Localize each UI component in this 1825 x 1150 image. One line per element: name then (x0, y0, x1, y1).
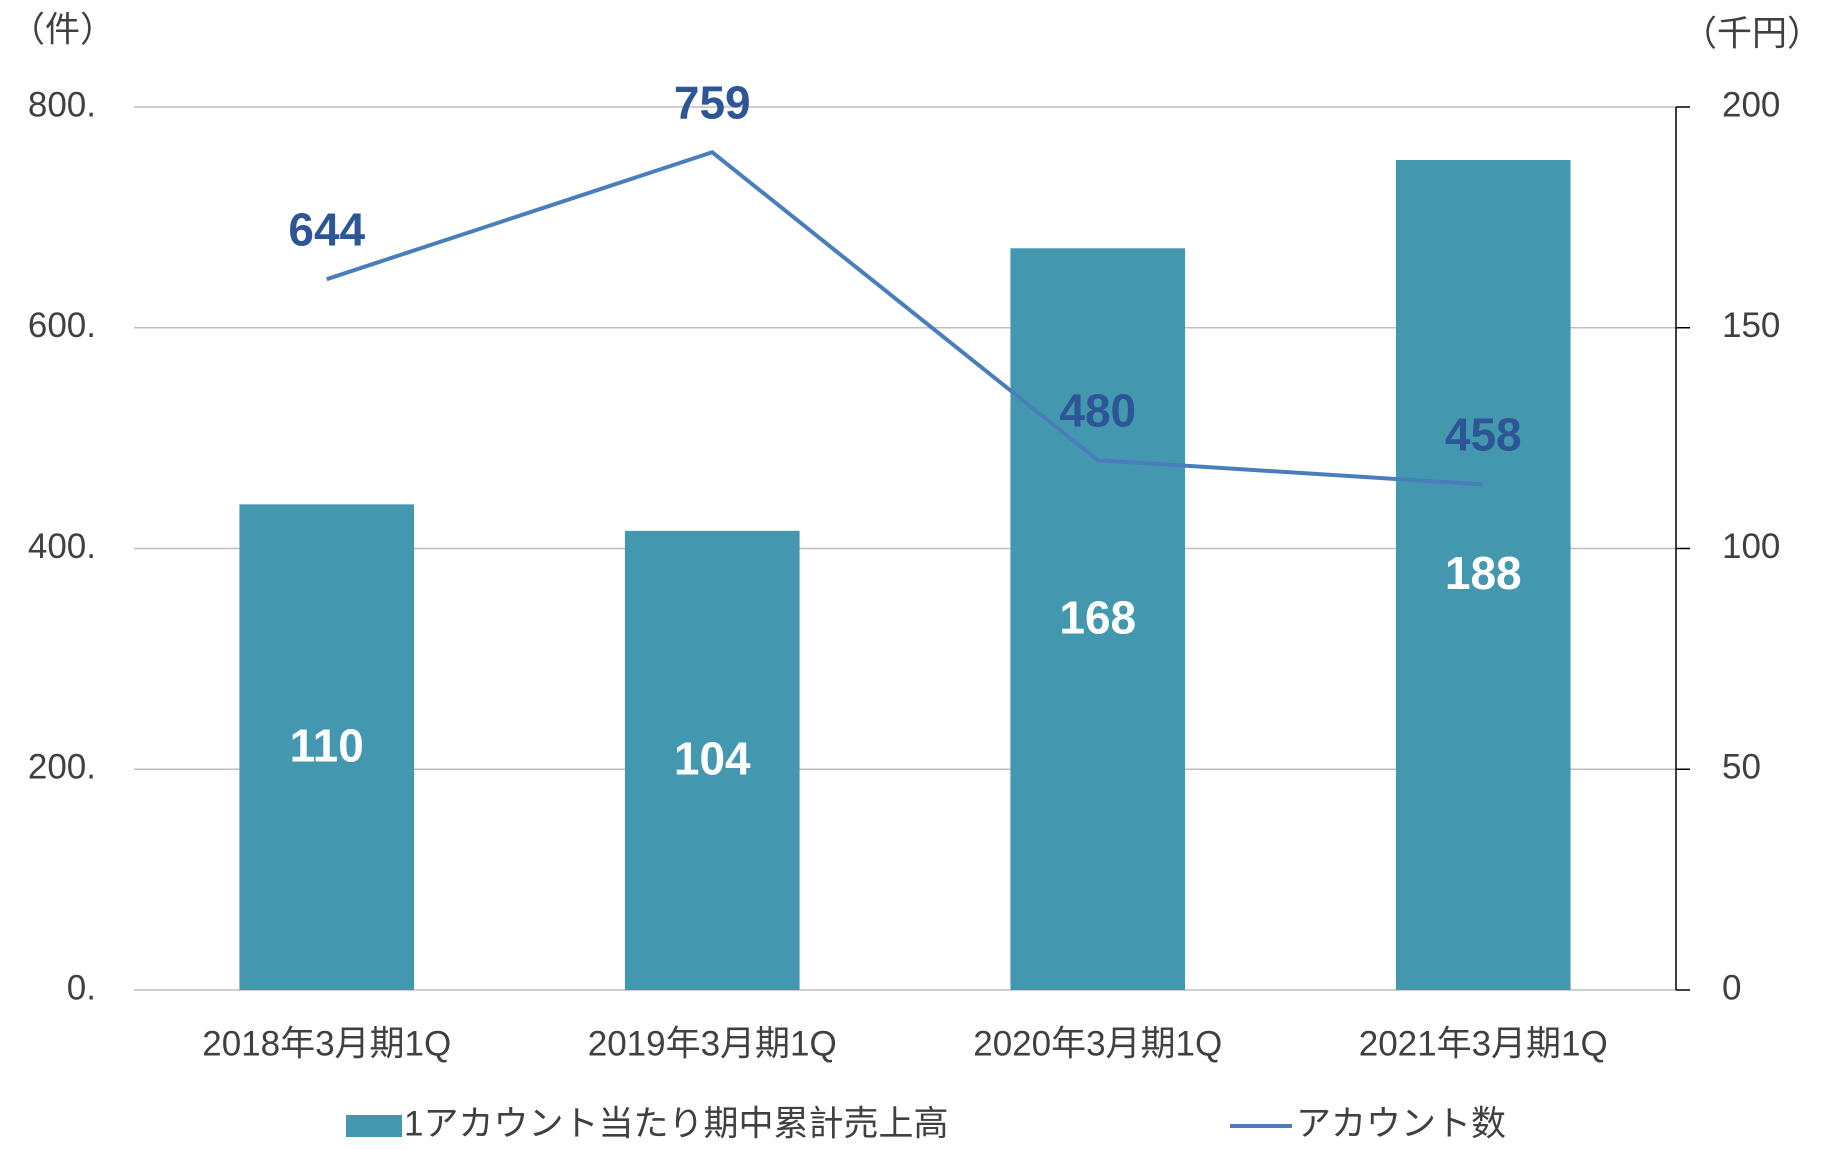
bar-value-label: 104 (674, 733, 751, 785)
x-tick-label: 2020年3月期1Q (973, 1024, 1222, 1063)
y-tick-label: 600. (28, 306, 96, 345)
y2-tick-label: 200 (1722, 85, 1780, 124)
x-tick-label: 2021年3月期1Q (1359, 1024, 1608, 1063)
y2-tick-label: 100 (1722, 527, 1780, 566)
y-tick-label: 0. (67, 968, 96, 1007)
line (326, 150, 1484, 487)
line-value-label: 480 (1059, 384, 1136, 436)
bar-value-label: 168 (1059, 591, 1136, 643)
y2-tick-label: 0 (1722, 968, 1741, 1007)
bar (1395, 159, 1571, 991)
bar-value-label: 110 (290, 719, 364, 771)
legend-swatch (346, 1115, 402, 1137)
y2-tick-label: 150 (1722, 306, 1780, 345)
bar (624, 530, 800, 990)
bar (1010, 248, 1186, 990)
y2-axis-title: （千円） (1682, 14, 1822, 53)
legend-label: アカウント数 (1296, 1104, 1506, 1143)
line-value-label: 759 (674, 76, 751, 128)
x-tick-label: 2019年3月期1Q (588, 1024, 837, 1063)
y2-tick-label: 50 (1722, 748, 1761, 787)
line-value-label: 458 (1445, 409, 1522, 461)
line-value-label: 644 (288, 203, 365, 255)
x-tick-label: 2018年3月期1Q (202, 1024, 451, 1063)
y-axis-title: （件） (10, 10, 115, 49)
bar (239, 504, 415, 990)
bar-value-label: 188 (1445, 547, 1522, 599)
legend-label: 1アカウント当たり期中累計売上高 (404, 1104, 948, 1143)
y-tick-label: 200. (28, 748, 96, 787)
y-tick-label: 800. (28, 85, 96, 124)
y-tick-label: 400. (28, 527, 96, 566)
